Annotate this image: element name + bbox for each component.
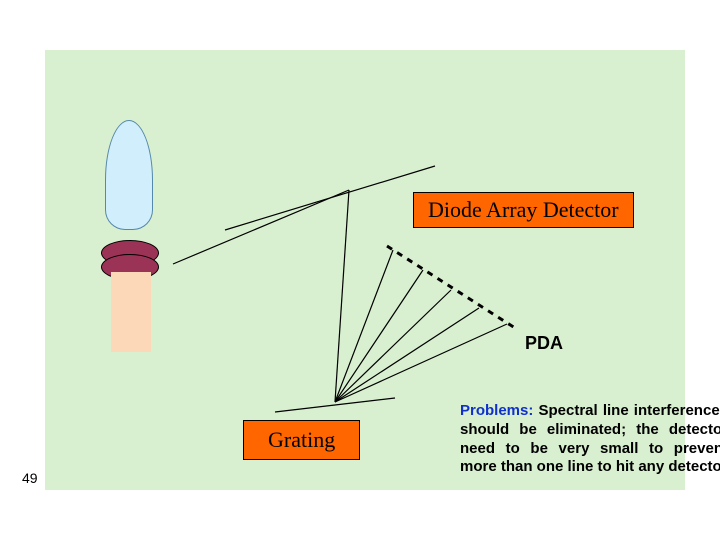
diagram-panel: Diode Array Detector Grating PDA Problem… bbox=[45, 50, 685, 490]
detector-label-box: Diode Array Detector bbox=[413, 192, 634, 228]
problems-text: Problems: Spectral line interferences sh… bbox=[460, 402, 720, 477]
pda-label: PDA bbox=[525, 333, 563, 354]
page-number: 49 bbox=[22, 470, 38, 486]
detector-label: Diode Array Detector bbox=[428, 197, 619, 222]
problems-header: Problems: bbox=[460, 402, 533, 419]
grating-label: Grating bbox=[268, 427, 335, 452]
grating-label-box: Grating bbox=[243, 420, 360, 460]
